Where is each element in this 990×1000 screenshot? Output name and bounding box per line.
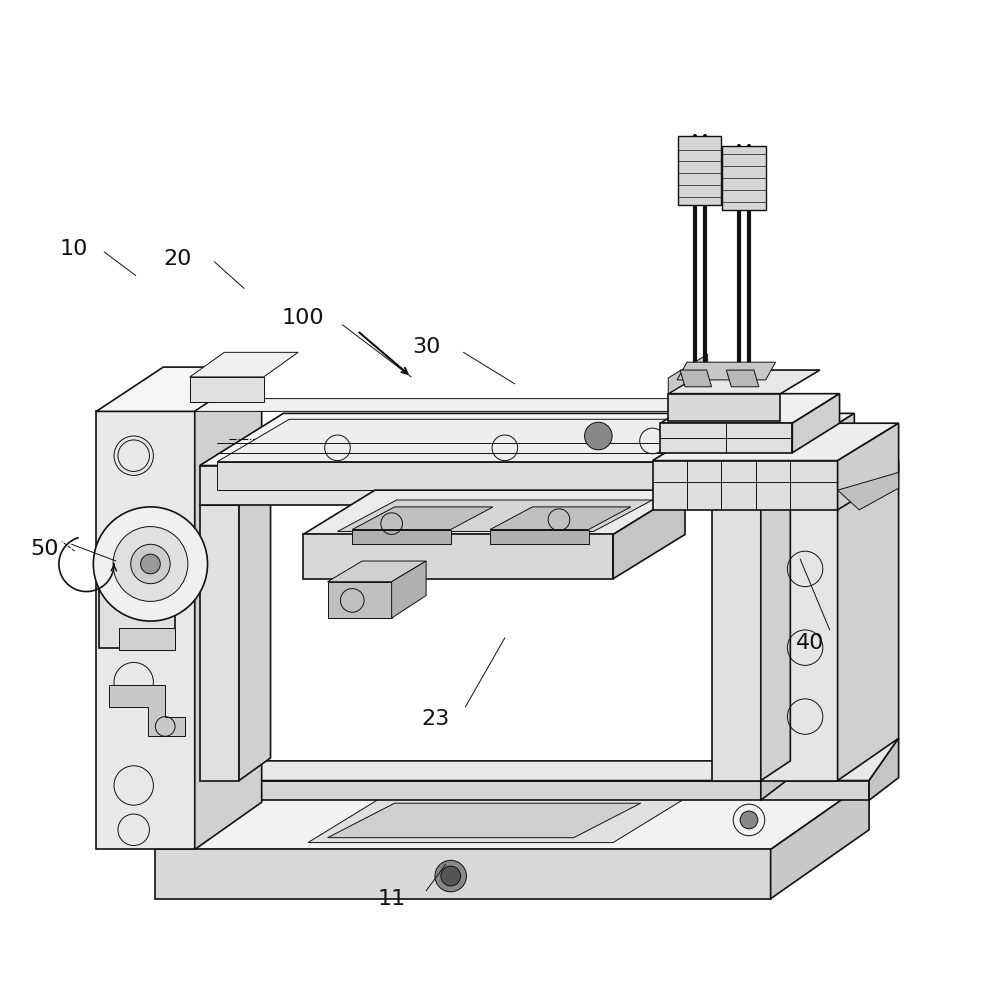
Polygon shape — [195, 399, 790, 411]
Polygon shape — [760, 482, 790, 781]
Text: 11: 11 — [377, 889, 406, 909]
Polygon shape — [760, 761, 790, 800]
Polygon shape — [770, 413, 854, 505]
Polygon shape — [200, 482, 270, 505]
Polygon shape — [99, 589, 175, 648]
Circle shape — [441, 866, 460, 886]
Polygon shape — [200, 413, 854, 466]
Polygon shape — [303, 490, 685, 534]
Text: 20: 20 — [163, 249, 192, 269]
Polygon shape — [760, 781, 869, 800]
Polygon shape — [760, 738, 899, 781]
Polygon shape — [727, 370, 758, 387]
Polygon shape — [697, 419, 768, 490]
Polygon shape — [652, 423, 899, 461]
Circle shape — [93, 507, 208, 621]
Polygon shape — [392, 561, 426, 618]
Polygon shape — [195, 367, 261, 849]
Text: 10: 10 — [59, 239, 88, 259]
Polygon shape — [239, 482, 270, 781]
Polygon shape — [218, 419, 768, 462]
Polygon shape — [723, 146, 765, 210]
Polygon shape — [303, 534, 613, 579]
Circle shape — [584, 422, 612, 450]
Polygon shape — [200, 781, 760, 800]
Polygon shape — [200, 505, 239, 781]
Polygon shape — [96, 411, 195, 849]
Polygon shape — [660, 394, 840, 423]
Polygon shape — [680, 370, 712, 387]
Polygon shape — [155, 849, 770, 899]
Polygon shape — [869, 738, 899, 800]
Polygon shape — [352, 530, 450, 544]
Polygon shape — [613, 490, 685, 579]
Polygon shape — [109, 685, 185, 736]
Polygon shape — [352, 507, 493, 530]
Polygon shape — [328, 582, 392, 618]
Polygon shape — [200, 466, 770, 505]
Circle shape — [131, 544, 170, 584]
Polygon shape — [770, 781, 869, 899]
Polygon shape — [652, 461, 838, 510]
Polygon shape — [328, 803, 641, 838]
Polygon shape — [218, 462, 697, 490]
Polygon shape — [678, 136, 722, 205]
Polygon shape — [338, 500, 652, 532]
Polygon shape — [668, 394, 780, 421]
Polygon shape — [838, 472, 899, 510]
Polygon shape — [155, 781, 869, 849]
Polygon shape — [96, 367, 261, 411]
Polygon shape — [308, 797, 687, 843]
Polygon shape — [677, 362, 775, 380]
Polygon shape — [490, 507, 631, 530]
Circle shape — [141, 554, 160, 574]
Polygon shape — [838, 423, 899, 510]
Polygon shape — [200, 761, 790, 781]
Circle shape — [113, 527, 188, 601]
Circle shape — [741, 811, 758, 829]
Text: 50: 50 — [30, 539, 58, 559]
Polygon shape — [119, 628, 175, 650]
Text: 100: 100 — [282, 308, 325, 328]
Polygon shape — [712, 485, 790, 505]
Polygon shape — [668, 354, 708, 394]
Text: 40: 40 — [796, 633, 825, 653]
Polygon shape — [760, 461, 899, 500]
Polygon shape — [760, 500, 838, 781]
Polygon shape — [190, 377, 263, 402]
Polygon shape — [838, 461, 899, 781]
Polygon shape — [490, 530, 588, 544]
Polygon shape — [712, 505, 760, 781]
Polygon shape — [668, 370, 820, 394]
Polygon shape — [792, 394, 840, 453]
Circle shape — [435, 860, 466, 892]
Polygon shape — [328, 561, 426, 582]
Text: 30: 30 — [412, 337, 441, 357]
Polygon shape — [660, 423, 792, 453]
Polygon shape — [190, 352, 298, 377]
Text: 23: 23 — [422, 709, 450, 729]
